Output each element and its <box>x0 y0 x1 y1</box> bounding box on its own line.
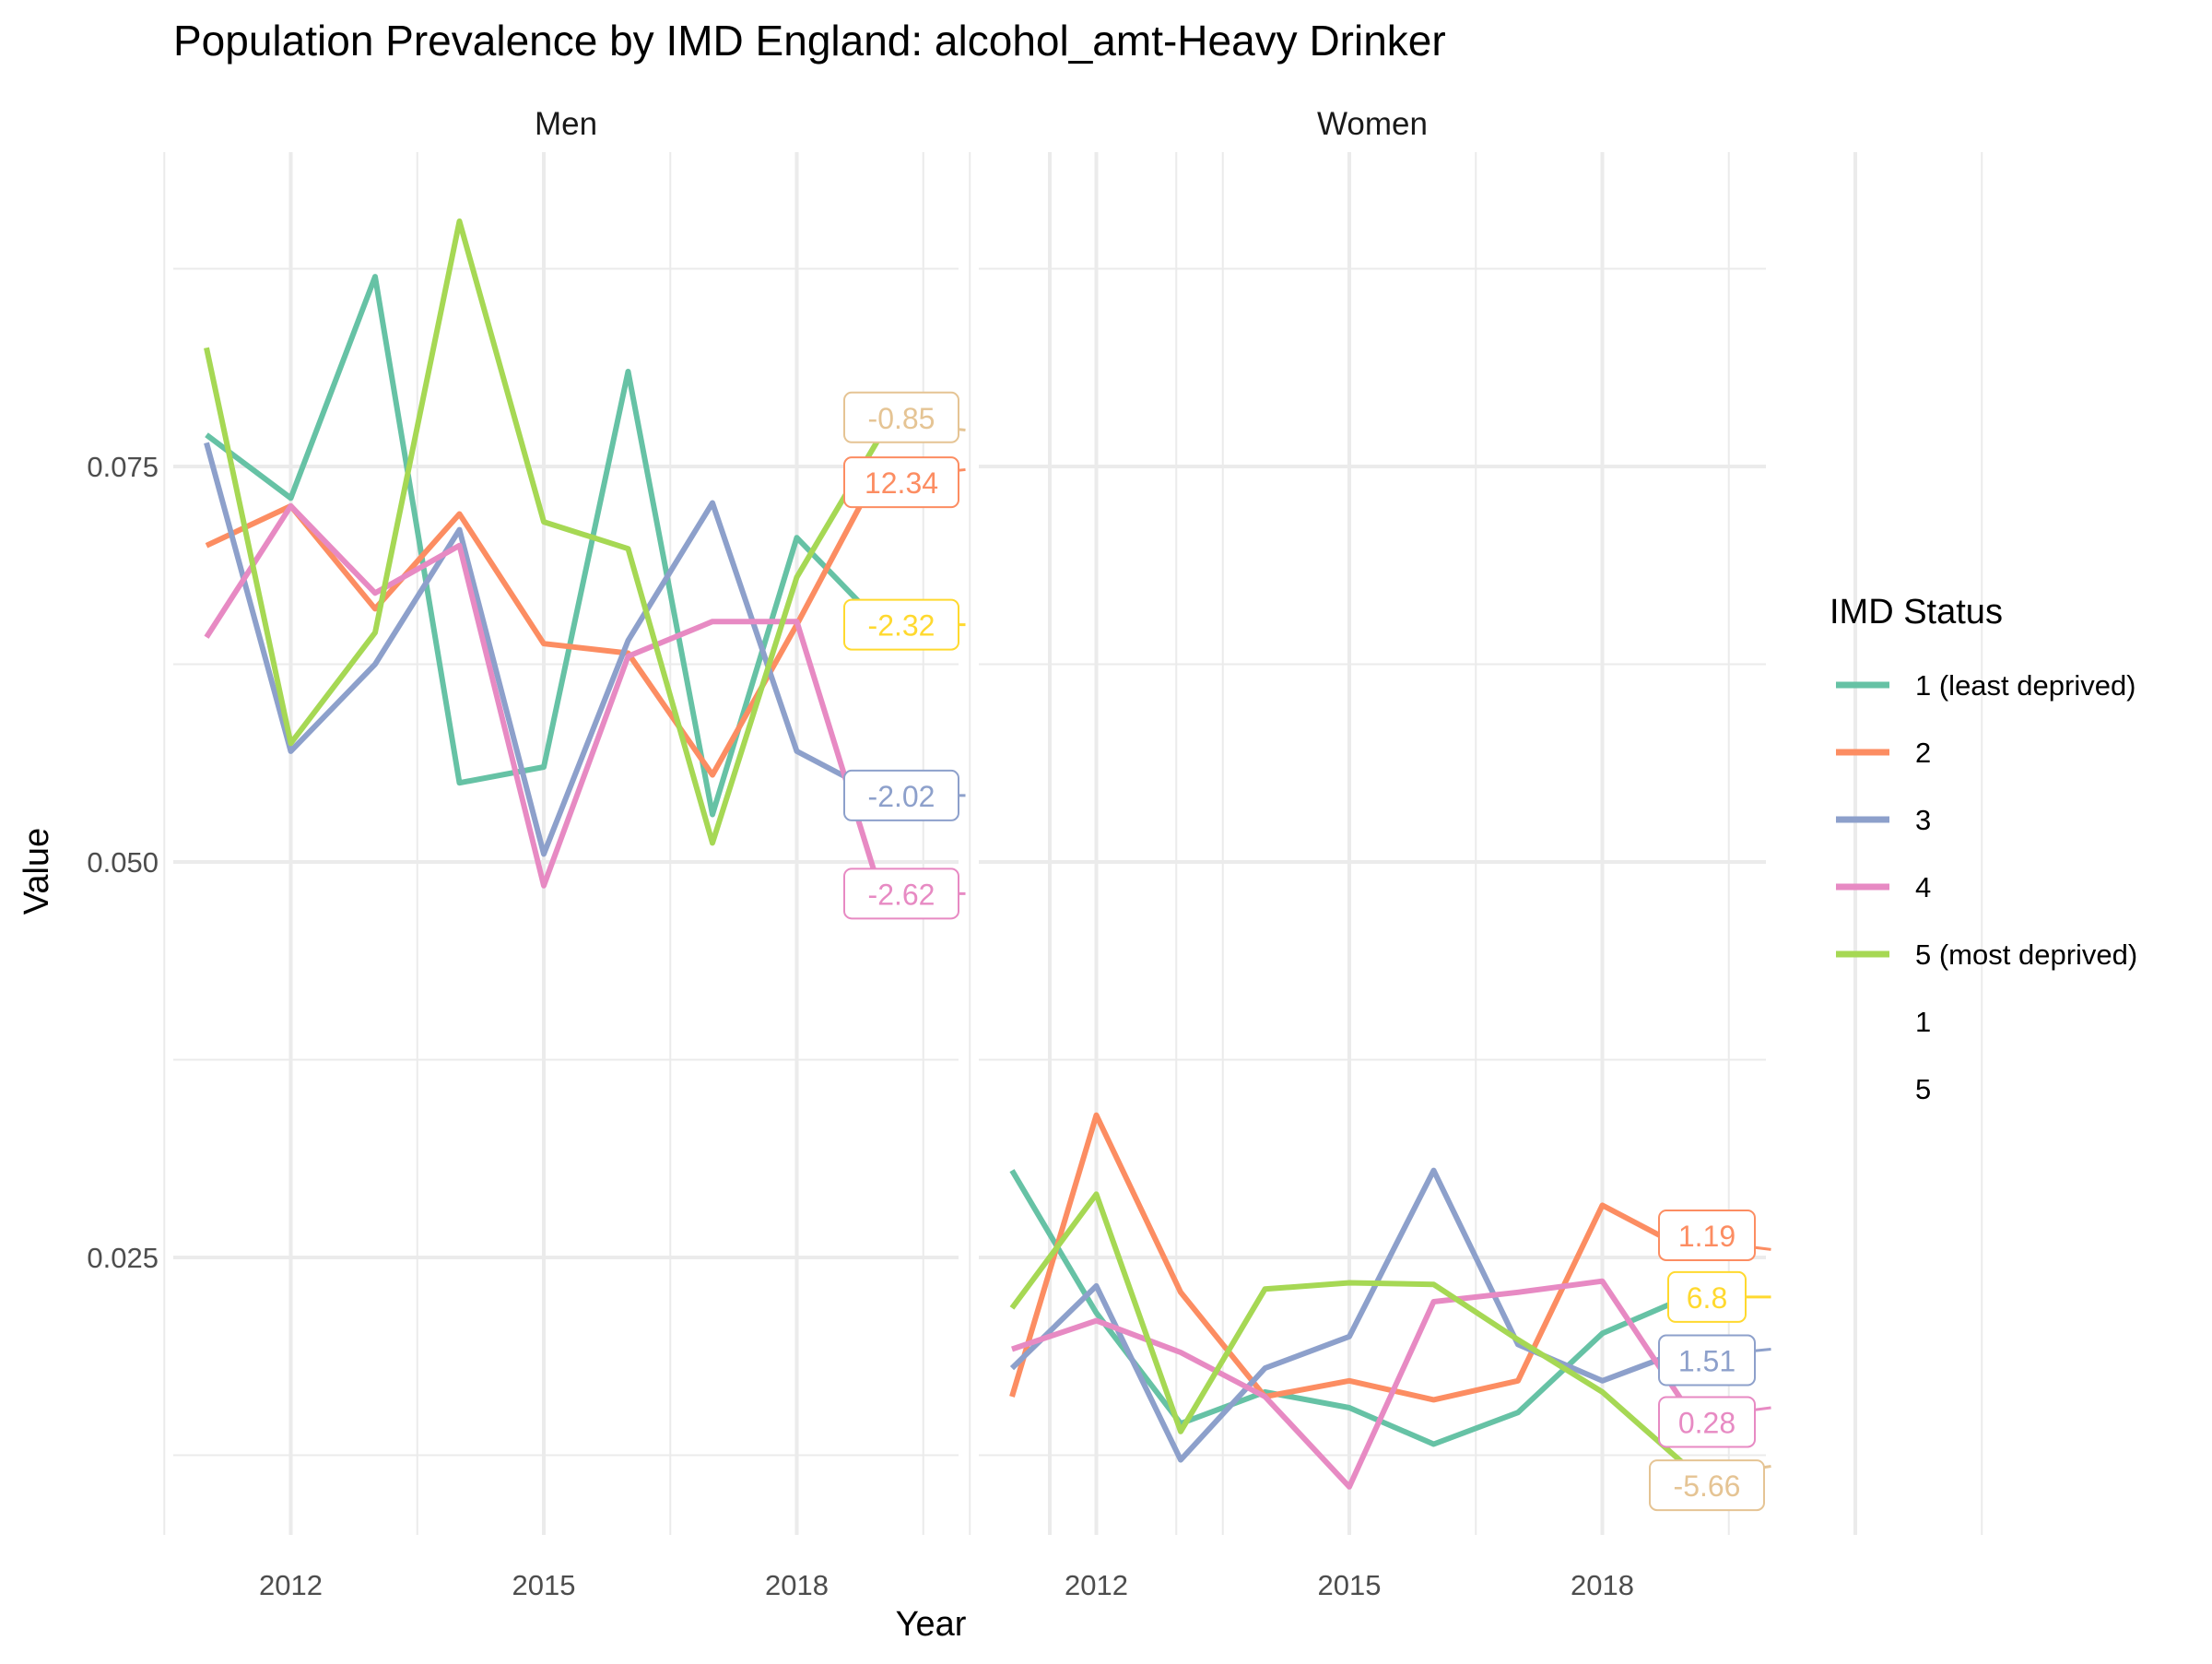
series-group <box>204 218 884 895</box>
x-axis-title: Year <box>896 1605 967 1644</box>
x-tick-label: 2015 <box>1318 1569 1382 1601</box>
series-line-3 <box>1009 1167 1688 1463</box>
y-tick-label: 0.025 <box>87 1242 159 1274</box>
annotation-label: -0.85 <box>868 402 935 435</box>
annotation-label: -2.32 <box>868 609 935 643</box>
panel-strip-label: Women <box>1317 106 1428 142</box>
series-line-5 <box>204 218 884 846</box>
y-axis: 0.025 0.050 0.075 <box>87 451 159 1274</box>
series-line-4 <box>1011 1278 1689 1490</box>
annotation-box <box>1658 1209 1756 1261</box>
chart-title: Population Prevalence by IMD England: al… <box>173 17 1446 65</box>
annotation-label: 0.28 <box>1678 1406 1735 1439</box>
annotation-label: -5.66 <box>1674 1469 1741 1503</box>
series-line-4 <box>204 502 884 895</box>
annotation-box <box>1667 1270 1747 1323</box>
legend-label: 1 (least deprived) <box>1915 669 2136 702</box>
legend-label: 2 <box>1915 737 1931 769</box>
x-tick-label: 2018 <box>765 1569 829 1601</box>
legend-label: 5 <box>1915 1073 1931 1105</box>
panel-strip-label: Men <box>535 106 597 142</box>
annotation-box <box>843 867 959 920</box>
legend-label: 4 <box>1915 871 1931 903</box>
x-tick-label: 2018 <box>1571 1569 1634 1601</box>
annotation-label: -2.62 <box>868 878 935 911</box>
x-tick-label: 2012 <box>1065 1569 1128 1601</box>
annotation-box <box>843 456 959 509</box>
y-tick-label: 0.050 <box>87 846 159 879</box>
annotations: 1.19 6.8 1.51 0.28 -5.66 <box>1649 1209 1771 1512</box>
gridlines <box>163 152 1178 1535</box>
legend-label: 1 <box>1915 1006 1931 1038</box>
series-line-1 <box>205 274 884 818</box>
annotation-label: -2.02 <box>868 780 935 813</box>
legend: IMD Status 1 (least deprived) 2 3 4 5 (most … <box>1830 593 2137 1105</box>
gridlines <box>969 152 1983 1535</box>
panel-women: Women 1.19 6.8 1.51 0.28 -5.66 <box>969 106 1983 1535</box>
x-tick-label: 2012 <box>259 1569 323 1601</box>
y-tick-label: 0.075 <box>87 451 159 483</box>
annotation-box <box>1658 1396 1756 1448</box>
legend-label: 5 (most deprived) <box>1915 938 2137 971</box>
series-group <box>1009 1112 1689 1490</box>
legend-label: 3 <box>1915 804 1931 836</box>
annotation-label: 1.19 <box>1678 1220 1735 1253</box>
annotation-box <box>1658 1334 1756 1387</box>
annotation-box <box>843 391 959 443</box>
x-tick-label: 2015 <box>512 1569 576 1601</box>
annotation-box <box>1649 1459 1765 1512</box>
annotation-label: 1.51 <box>1678 1345 1735 1378</box>
panel-men: Men -0.85 12.34 -2.32 -2.02 -2.62 <box>163 106 1178 1535</box>
series-line-5 <box>1009 1191 1688 1469</box>
y-axis-title: Value <box>18 828 56 915</box>
x-axis: 2012 2015 2018 2012 2015 2018 <box>259 1569 1634 1601</box>
annotation-box <box>843 598 959 651</box>
annotation-box <box>843 769 959 821</box>
annotation-label: 6.8 <box>1687 1281 1727 1315</box>
series-line-2 <box>1009 1112 1688 1403</box>
annotations: -0.85 12.34 -2.32 -2.02 -2.62 <box>843 391 966 920</box>
annotation-label: 12.34 <box>865 466 938 500</box>
legend-title: IMD Status <box>1830 593 2003 631</box>
